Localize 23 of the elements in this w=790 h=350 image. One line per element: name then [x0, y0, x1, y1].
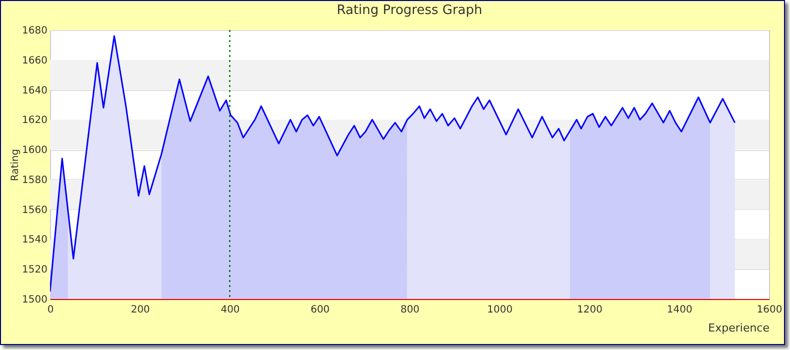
x-tick-label: 800 [400, 304, 420, 316]
y-tick-label: 1540 [22, 234, 48, 246]
y-tick-label: 1680 [22, 26, 48, 36]
x-tick-label: 1600 [756, 304, 782, 316]
y-tick-label: 1660 [22, 55, 48, 66]
y-tick-label: 1520 [22, 264, 48, 276]
x-tick-label: 1000 [487, 304, 513, 316]
line-series [50, 35, 736, 292]
x-tick-label: 1200 [577, 304, 602, 316]
x-tick-label: 400 [220, 304, 240, 316]
x-axis-title: Experience [708, 322, 770, 334]
x-tick-label: 600 [310, 304, 330, 316]
y-axis-title: Rating [10, 148, 22, 182]
y-tick-label: 1620 [22, 115, 48, 126]
x-tick-label: 200 [130, 304, 150, 316]
chart-title: Rating Progress Graph [336, 3, 482, 18]
y-tick-label: 1560 [22, 204, 48, 216]
y-tick-label: 1500 [22, 294, 48, 306]
x-tick-label: 1400 [666, 304, 692, 316]
y-tick-label: 1580 [22, 174, 48, 186]
y-tick-label: 1600 [22, 145, 48, 156]
y-tick-label: 1640 [22, 85, 48, 96]
x-tick-label: 0 [47, 304, 54, 316]
